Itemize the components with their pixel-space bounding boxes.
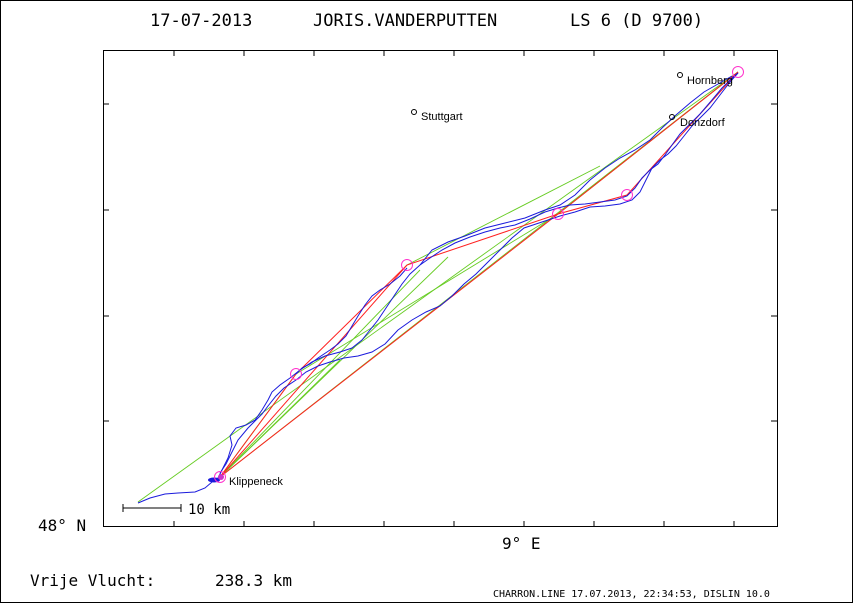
place-marker-hornberg <box>677 72 683 78</box>
turnpoint-marker-3 <box>552 208 564 220</box>
lon-label: 9° E <box>502 534 541 553</box>
place-marker-stuttgart <box>411 109 417 115</box>
turnpoints <box>214 66 744 483</box>
title-glider: LS 6 (D 9700) <box>570 11 703 31</box>
place-marker-donzdorf <box>669 114 675 120</box>
distance-value: 238.3 km <box>215 571 292 590</box>
scale-bar-label: 10 km <box>188 502 230 518</box>
turnpoint-marker-2 <box>621 189 633 201</box>
turnpoint-marker-4 <box>401 259 413 271</box>
scale-bar <box>122 504 182 512</box>
tick-marks <box>103 50 777 527</box>
footer-credit: CHARRON.LINE 17.07.2013, 22:34:53, DISLI… <box>493 589 770 600</box>
title-date: 17-07-2013 <box>150 11 252 31</box>
lat-label: 48° N <box>38 516 86 535</box>
turnpoint-marker-1 <box>732 66 744 78</box>
turnpoint-marker-5 <box>290 368 302 380</box>
place-label-klippeneck: Klippeneck <box>229 476 283 488</box>
title-pilot: JORIS.VANDERPUTTEN <box>313 11 497 31</box>
place-label-hornberg: Hornberg <box>687 75 733 87</box>
place-label-donzdorf: Donzdorf <box>680 117 726 129</box>
place-markers <box>411 72 683 120</box>
flight-track <box>137 72 739 504</box>
distance-label: Vrije Vlucht: <box>30 571 155 590</box>
turnpoint-marker-6 <box>214 471 226 483</box>
place-label-stuttgart: Stuttgart <box>421 111 463 123</box>
